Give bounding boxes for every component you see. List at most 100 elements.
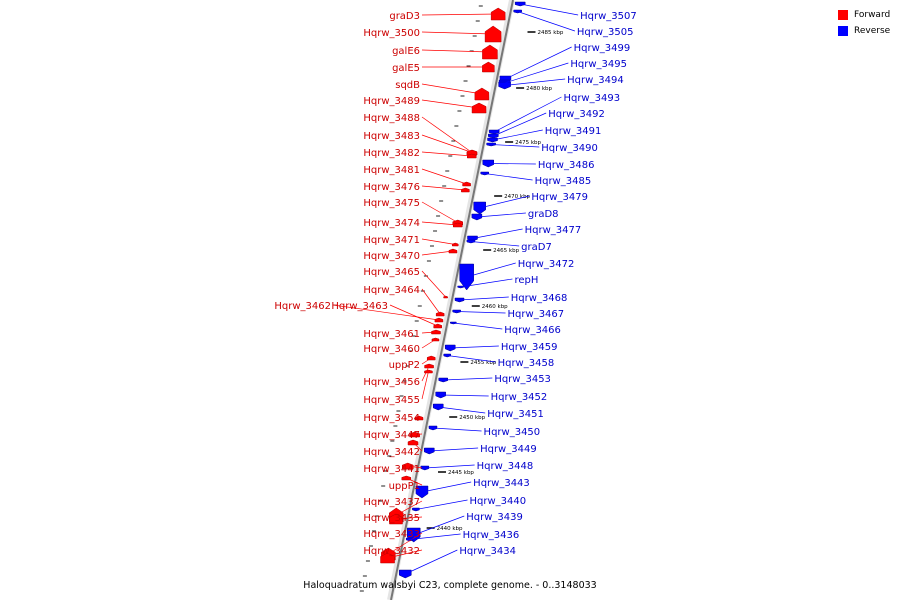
reverse-gene-label: Hqrw_3449 (480, 444, 537, 455)
forward-leader-line (418, 416, 423, 419)
reverse-leader-line (453, 322, 503, 330)
reverse-leader-line (484, 173, 533, 181)
forward-leader-line (421, 31, 494, 35)
genome-caption: Haloquadratum walsbyi C23, complete geno… (303, 580, 596, 591)
forward-leader-line (396, 500, 423, 516)
reverse-gene-label: Hqrw_3479 (531, 192, 588, 203)
reverse-gene-label: graD8 (528, 209, 559, 220)
forward-gene-label: Hqrw_3432 (363, 546, 420, 557)
forward-gene-label: Hqrw_3474 (363, 218, 420, 229)
reverse-leader-line (443, 377, 493, 381)
forward-gene-label: Hqrw_3481 (363, 165, 420, 176)
forward-leader-line (387, 549, 423, 559)
forward-gene-label: Hqrw_3489 (363, 96, 420, 107)
forward-gene-label: Hqrw_3471 (363, 235, 420, 246)
reverse-gene-label: Hqrw_3436 (463, 530, 520, 541)
reverse-gene-label: Hqrw_3505 (577, 27, 634, 38)
reverse-gene-label: Hqrw_3493 (563, 93, 620, 104)
reverse-gene-label: Hqrw_3492 (548, 109, 605, 120)
reverse-leader-line (492, 129, 543, 141)
reverse-gene-label: Hqrw_3472 (518, 259, 575, 270)
forward-leader-line (421, 250, 454, 256)
forward-leader-line (412, 442, 423, 452)
legend-reverse-label: Reverse (854, 26, 891, 36)
scale-tick-label: 2475 kbp (515, 140, 541, 146)
reverse-gene-label: Hqrw_3466 (504, 325, 561, 336)
legend-reverse-swatch (838, 26, 848, 36)
reverse-leader-line (460, 278, 513, 288)
forward-gene-label: Hqrw_3447 (363, 430, 420, 441)
reverse-gene-label: Hqrw_3439 (466, 512, 523, 523)
forward-gene-label: Hqrw_3500 (363, 28, 420, 39)
forward-gene-label: Hqrw_3462 (274, 301, 331, 312)
reverse-leader-line (493, 112, 547, 137)
reverse-leader-line (421, 481, 472, 493)
reverse-gene-label: Hqrw_3499 (574, 43, 631, 54)
forward-gene-label: Hqrw_3488 (363, 113, 420, 124)
reverse-leader-line (415, 499, 468, 510)
reverse-gene-label: Hqrw_3507 (580, 11, 637, 22)
reverse-leader-line (432, 427, 482, 432)
forward-leader-line (421, 357, 432, 365)
forward-leader-line (421, 151, 472, 157)
reverse-leader-line (466, 262, 516, 278)
forward-leader-line (406, 477, 423, 486)
reverse-leader-line (517, 11, 575, 32)
forward-gene-label: Hqrw_3483 (363, 131, 420, 142)
legend-forward-label: Forward (854, 10, 891, 20)
forward-gene-label: Hqrw_3460 (363, 344, 420, 355)
scale-tick-label: 2470 kbp (504, 194, 530, 200)
forward-leader-line (421, 238, 456, 245)
reverse-leader-line (429, 447, 479, 452)
forward-leader-line (421, 221, 458, 226)
legend-forward-swatch (838, 10, 848, 20)
reverse-gene-label: Hqrw_3486 (538, 160, 595, 171)
forward-leader-line (421, 134, 473, 153)
reverse-leader-line (488, 163, 536, 165)
forward-leader-line (421, 371, 429, 400)
forward-leader-line (421, 168, 467, 185)
forward-gene-label: Hqrw_3470 (363, 251, 420, 262)
forward-gene-label: Hqrw_3475 (363, 198, 420, 209)
reverse-leader-line (409, 533, 461, 540)
backbone-line (390, 0, 514, 601)
forward-gene-label: sqdB (395, 80, 420, 91)
forward-gene-label: Hqrw_3433 (363, 529, 420, 540)
reverse-gene-label: Hqrw_3467 (508, 309, 565, 320)
forward-gene-label: galE6 (392, 46, 420, 57)
reverse-gene-label: Hqrw_3468 (511, 293, 568, 304)
scale-tick-label: 2460 kbp (482, 304, 508, 310)
scale-tick-label: 2450 kbp (459, 415, 485, 421)
reverse-leader-line (456, 311, 506, 314)
reverse-leader-line (491, 144, 540, 148)
forward-gene-label: Hqrw_3476 (363, 182, 420, 193)
forward-leader-line (421, 13, 499, 16)
reverse-leader-line (476, 212, 526, 218)
forward-leader-line (421, 331, 437, 334)
labels-group: graD3 Hqrw_3500 galE6 galE5 sqdB Hqrw_3489 Hqr… (274, 11, 636, 557)
forward-gene-label: Hqrw_3461 (363, 329, 420, 340)
reverse-gene-label: Hqrw_3485 (535, 176, 592, 187)
forward-leader-line (332, 304, 439, 321)
backbone-group (387, 0, 515, 601)
forward-gene-label: Hqrw_3463 (331, 301, 388, 312)
forward-gene-label: Hqrw_3464 (363, 285, 420, 296)
reverse-leader-line (505, 46, 572, 80)
forward-gene-label: Hqrw_3454 (363, 413, 420, 424)
forward-leader-line (421, 99, 480, 109)
reverse-leader-line (504, 62, 569, 84)
forward-leader-line (421, 288, 441, 315)
forward-gene-label: Hqrw_3435 (363, 513, 420, 524)
reverse-leader-line (470, 241, 520, 247)
forward-gene-label: graD3 (389, 11, 420, 22)
forward-leader-line (421, 339, 436, 349)
reverse-gene-label: Hqrw_3450 (484, 427, 541, 438)
forward-leader-line (389, 304, 438, 327)
reverse-gene-label: Hqrw_3440 (470, 496, 527, 507)
forward-gene-label: Hqrw_3482 (363, 148, 420, 159)
reverse-gene-label: Hqrw_3458 (498, 358, 555, 369)
forward-gene-label: Hqrw_3437 (363, 497, 420, 508)
scale-ticks-group: 2485 kbp 2480 kbp 2475 kbp 2470 kbp 2465 kbp… (359, 5, 564, 592)
reverse-gene-label: Hqrw_3451 (487, 409, 544, 420)
forward-gene-label: Hqrw_3465 (363, 267, 420, 278)
